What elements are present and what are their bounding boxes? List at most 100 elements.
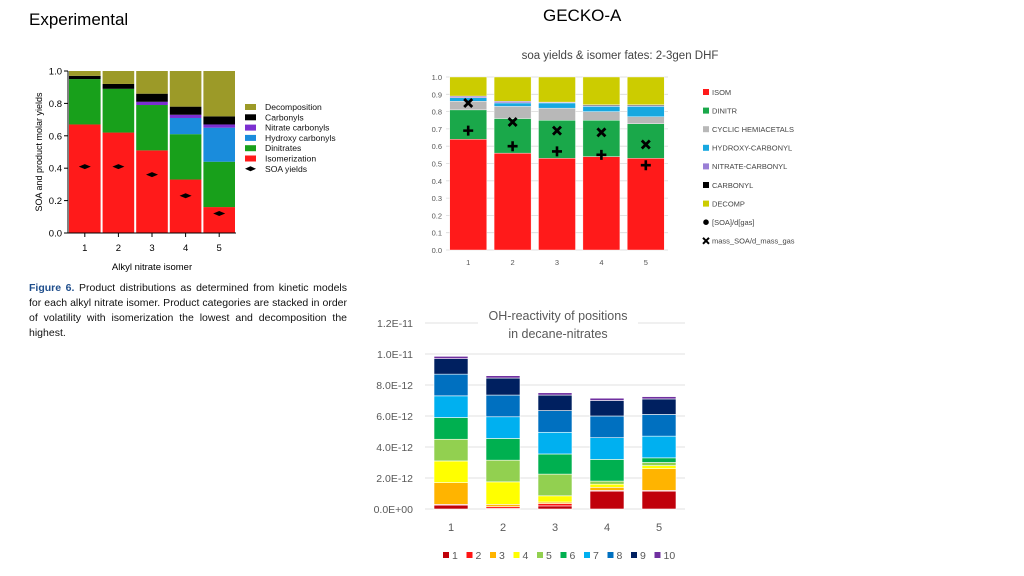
bar-position-6-4	[589, 459, 625, 482]
bar-position-10-2	[485, 375, 521, 379]
legend-label-1: 1	[452, 550, 458, 562]
y-tick-label: 1.0E-11	[377, 349, 413, 361]
y-tick-label: 0.6	[432, 142, 442, 151]
oh-reactivity-chart: 0.0E+00 2.0E-12 4.0E-12 6.0E-12 8.0E-12 1.0E-…	[374, 306, 685, 562]
x-tick-label: 3	[555, 258, 559, 267]
bar-decomposition-4	[169, 71, 202, 107]
legend-swatch-5	[537, 552, 543, 558]
y-tick-label: 0.1	[432, 229, 442, 238]
bar-position-2-3	[537, 503, 573, 507]
y-tick-label: 0.3	[432, 194, 442, 203]
y-tick-label: 0.8	[432, 108, 442, 117]
bar-position-3-1	[433, 482, 469, 505]
bar-hydroxy-carbonyl-1	[449, 97, 487, 102]
y-tick-label: 1.0	[432, 73, 442, 82]
bar-isomerization-2	[102, 132, 135, 233]
y-tick-label: 1.0	[49, 67, 62, 78]
bar-isom-1	[449, 139, 487, 251]
legend-label-nitrate-carbonyl: NITRATE-CARBONYL	[712, 162, 787, 171]
bar-position-4-3	[537, 495, 573, 503]
x-tick-label: 3	[149, 243, 154, 254]
bar-position-5-4	[589, 480, 625, 485]
bar-cyclic-hemiacetals-2	[493, 106, 532, 119]
legend-swatch-6	[560, 552, 567, 558]
bar-position-1-3	[537, 505, 573, 510]
bar-hydroxy-carbonyl-2	[493, 102, 532, 107]
experimental-chart: 0.0 0.2 0.4 0.6 0.8 1.0 1 2 3 4 5 Alkyl nitrate iso…	[34, 67, 336, 274]
bar-isom-4	[582, 156, 621, 251]
y-tick-label: 0.7	[432, 125, 442, 134]
bar-position-5-2	[485, 459, 521, 483]
bar-isom-2	[493, 152, 532, 251]
chart-title: soa yields & isomer fates: 2-3gen DHF	[522, 50, 719, 62]
legend-swatch-nitrate-carbonyls	[245, 124, 256, 131]
bar-nitrate-carbonyls-4	[169, 114, 202, 118]
legend-label-hydroxy-carbonyls: Hydroxy carbonyls	[265, 133, 336, 143]
legend-swatch-dinitr	[703, 107, 709, 114]
bar-nitrate-carbonyl-1	[449, 95, 487, 98]
legend-label-2: 2	[476, 550, 482, 562]
y-tick-label: 0.6	[49, 131, 62, 142]
bar-carbonyls-4	[169, 106, 202, 115]
y-axis-label: SOA and product molar yields	[34, 92, 44, 212]
legend-swatch-2	[466, 552, 473, 558]
legend-swatch-1	[443, 552, 449, 558]
y-tick-label: 0.0	[432, 246, 442, 255]
bar-position-8-3	[537, 410, 573, 433]
marker-soa-yields-2	[112, 164, 125, 170]
bar-position-10-3	[537, 392, 573, 396]
bar-position-6-5	[641, 457, 677, 463]
bar-hydroxy-carbonyls-4	[169, 117, 202, 135]
bar-decomp-1	[449, 76, 487, 97]
chart-title-line: in decane-nitrates	[508, 327, 607, 341]
bar-position-10-4	[589, 397, 625, 401]
legend-label-8: 8	[617, 550, 623, 562]
marker-mass-soa-d-mass-gas-3	[552, 125, 562, 136]
bar-position-9-3	[537, 394, 573, 411]
bar-position-3-5	[641, 468, 677, 491]
bar-position-3-2	[485, 504, 521, 507]
bar-decomp-3	[538, 76, 576, 103]
x-tick-label: 5	[644, 258, 648, 267]
x-tick-label: 4	[599, 258, 603, 267]
bar-cyclic-hemiacetals-4	[582, 111, 621, 121]
bar-position-7-3	[537, 431, 573, 455]
bar-decomp-5	[627, 76, 665, 105]
y-tick-label: 2.0E-12	[376, 473, 413, 485]
legend-label-6: 6	[570, 550, 576, 562]
legend-label-mass-soa-d-mass-gas: mass_SOA/d_mass_gas	[712, 237, 795, 246]
legend-label-dinitr: DINITR	[712, 106, 738, 115]
legend-swatch-cyclic-hemiacetals	[703, 126, 709, 133]
y-tick-label: 0.4	[432, 177, 442, 186]
bar-decomp-2	[493, 76, 532, 102]
legend-swatch-hydroxy-carbonyls	[245, 134, 256, 141]
chart-title-line: OH-reactivity of positions	[489, 309, 628, 323]
legend-label-dinitrates: Dinitrates	[265, 143, 301, 153]
bar-position-6-3	[537, 453, 573, 475]
bar-isomerization-5	[203, 207, 235, 233]
bar-nitrate-carbonyls-5	[203, 124, 235, 128]
bar-dinitrates-2	[102, 88, 135, 133]
x-tick-label: 1	[466, 258, 470, 267]
legend-label-10: 10	[664, 550, 676, 562]
right-slide-title: GECKO-A	[543, 6, 622, 25]
marker-mass-soa-d-mass-gas-2	[507, 116, 518, 127]
bar-dinitrates-5	[203, 161, 235, 208]
x-axis-label: Alkyl nitrate isomer	[112, 262, 192, 273]
x-tick-label: 4	[604, 522, 610, 534]
bar-position-3-4	[589, 487, 625, 491]
bar-decomposition-3	[136, 71, 168, 94]
bar-carbonyls-2	[102, 83, 135, 89]
marker-soa-d-gas-2	[507, 141, 518, 152]
bar-dinitr-5	[627, 123, 665, 159]
y-tick-label: 0.2	[49, 196, 62, 207]
bar-position-8-5	[641, 414, 677, 437]
marker-soa-yields-5	[213, 211, 226, 217]
bar-nitrate-carbonyl-2	[493, 101, 532, 104]
left-slide-title: Experimental	[29, 10, 129, 29]
marker-soa-yields-4	[179, 193, 192, 199]
legend-label-soa-yields: SOA yields	[265, 164, 307, 174]
y-tick-label: 8.0E-12	[376, 380, 413, 392]
bar-position-8-1	[433, 373, 469, 397]
legend-label-cyclic-hemiacetals: CYCLIC HEMIACETALS	[712, 125, 794, 134]
